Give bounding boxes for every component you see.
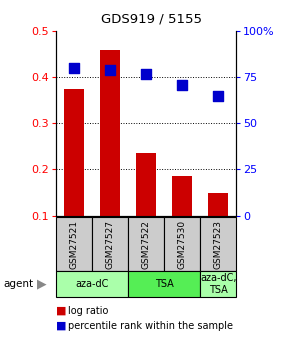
Bar (100, 49, 120, 216)
Text: GSM27523: GSM27523 (214, 219, 223, 269)
Text: GSM27521: GSM27521 (70, 219, 78, 269)
Text: GSM27530: GSM27530 (178, 219, 187, 269)
Text: TSA: TSA (155, 279, 174, 289)
Text: aza-dC,
TSA: aza-dC, TSA (200, 273, 237, 295)
Text: GSM27522: GSM27522 (142, 220, 151, 268)
FancyBboxPatch shape (200, 217, 236, 271)
Bar (64, 89, 84, 216)
Text: ▶: ▶ (37, 277, 47, 290)
Bar (136, 153, 156, 216)
Text: GSM27527: GSM27527 (106, 219, 115, 269)
Point (180, 82, 185, 87)
Point (72, 65, 76, 71)
Point (216, 93, 221, 98)
Text: percentile rank within the sample: percentile rank within the sample (68, 321, 233, 331)
Bar (172, 176, 192, 216)
Point (108, 67, 113, 72)
FancyBboxPatch shape (164, 217, 200, 271)
Text: log ratio: log ratio (68, 306, 108, 315)
FancyBboxPatch shape (128, 271, 200, 297)
FancyBboxPatch shape (56, 217, 92, 271)
Point (144, 71, 148, 76)
Text: ■: ■ (56, 306, 67, 315)
FancyBboxPatch shape (128, 217, 164, 271)
Text: ■: ■ (56, 321, 67, 331)
Bar (208, 193, 228, 216)
FancyBboxPatch shape (92, 217, 128, 271)
FancyBboxPatch shape (200, 271, 236, 297)
Text: aza-dC: aza-dC (75, 279, 109, 289)
FancyBboxPatch shape (56, 271, 128, 297)
Text: agent: agent (3, 279, 33, 289)
Text: GDS919 / 5155: GDS919 / 5155 (101, 12, 202, 25)
